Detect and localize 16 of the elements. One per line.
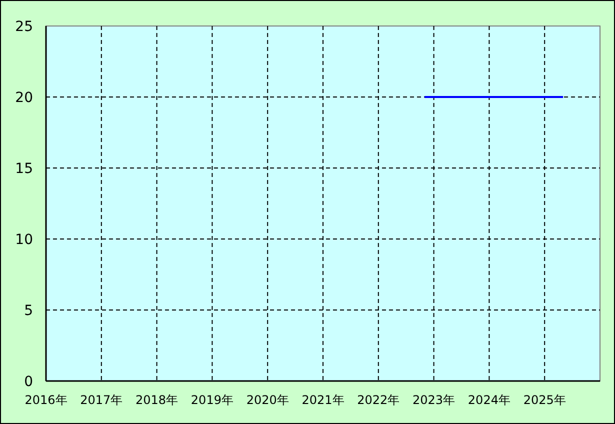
x-tick-label: 2016年 [24, 393, 68, 407]
x-tick-label: 2020年 [246, 393, 289, 407]
x-tick-label: 2025年 [523, 393, 566, 407]
x-tick-label: 2024年 [468, 393, 510, 407]
y-tick-label: 0 [24, 374, 33, 390]
x-tick-label: 2018年 [136, 393, 178, 407]
y-tick-label: 25 [15, 19, 33, 35]
x-tick-label: 2022年 [357, 393, 400, 407]
y-tick-label: 20 [15, 90, 33, 106]
x-tick-label: 2021年 [302, 393, 344, 407]
x-tick-label: 2023年 [412, 393, 456, 407]
y-tick-label: 10 [15, 232, 33, 248]
x-tick-label: 2017年 [80, 393, 123, 407]
y-tick-label: 5 [24, 303, 33, 319]
y-tick-label: 15 [15, 161, 33, 177]
x-tick-label: 2019年 [190, 393, 234, 407]
